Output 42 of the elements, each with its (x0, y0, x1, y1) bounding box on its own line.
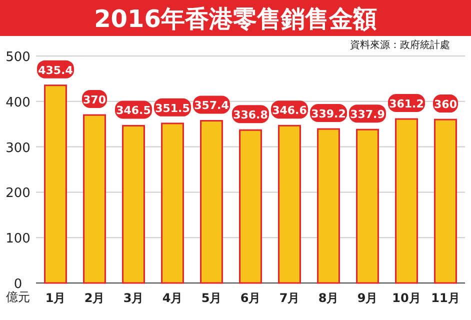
bar (239, 129, 262, 284)
y-tick-label: 400 (6, 95, 30, 110)
y-tick-label: 500 (6, 50, 30, 65)
x-tick-label: 7月 (279, 291, 300, 305)
x-tick-label: 5月 (201, 291, 222, 305)
x-tick-label: 6月 (240, 291, 261, 305)
bar (395, 118, 418, 284)
y-tick-label: 0 (14, 277, 22, 292)
data-label: 339.2 (311, 108, 346, 121)
bar (200, 120, 223, 284)
chart-title: 2016年香港零售銷售金額 (94, 5, 377, 33)
y-tick-label: 300 (6, 140, 30, 156)
x-tick-label: 4月 (162, 291, 183, 305)
x-tick-label: 1月 (45, 291, 66, 305)
bar (278, 124, 301, 284)
bar (44, 84, 67, 284)
data-label: 360 (434, 98, 458, 112)
data-label: 337.9 (350, 108, 385, 122)
data-label: 435.4 (38, 64, 74, 77)
data-label: 370 (83, 94, 106, 107)
y-axis-title: 億元 (6, 290, 30, 304)
x-tick-label: 3月 (123, 291, 144, 305)
y-tick-label: 100 (6, 232, 30, 247)
bar (317, 128, 340, 284)
source-note: 資料來源：政府統計處 (350, 39, 450, 51)
data-label: 346.5 (116, 104, 151, 118)
data-label: 357.4 (194, 99, 230, 112)
x-tick-label: 2月 (84, 291, 105, 305)
data-label: 351.5 (155, 102, 190, 115)
bar (122, 124, 145, 284)
bar (83, 114, 106, 284)
x-tick-label: 8月 (318, 291, 339, 305)
bar (434, 118, 457, 284)
data-label: 346.6 (272, 104, 308, 118)
bar (161, 122, 184, 284)
x-tick-label: 10月 (392, 291, 421, 305)
x-tick-label: 11月 (431, 291, 460, 305)
bar (356, 128, 379, 284)
x-tick-label: 9月 (357, 291, 378, 305)
y-tick-label: 200 (6, 186, 30, 202)
data-label: 361.2 (389, 98, 424, 111)
data-label: 336.8 (233, 108, 268, 122)
